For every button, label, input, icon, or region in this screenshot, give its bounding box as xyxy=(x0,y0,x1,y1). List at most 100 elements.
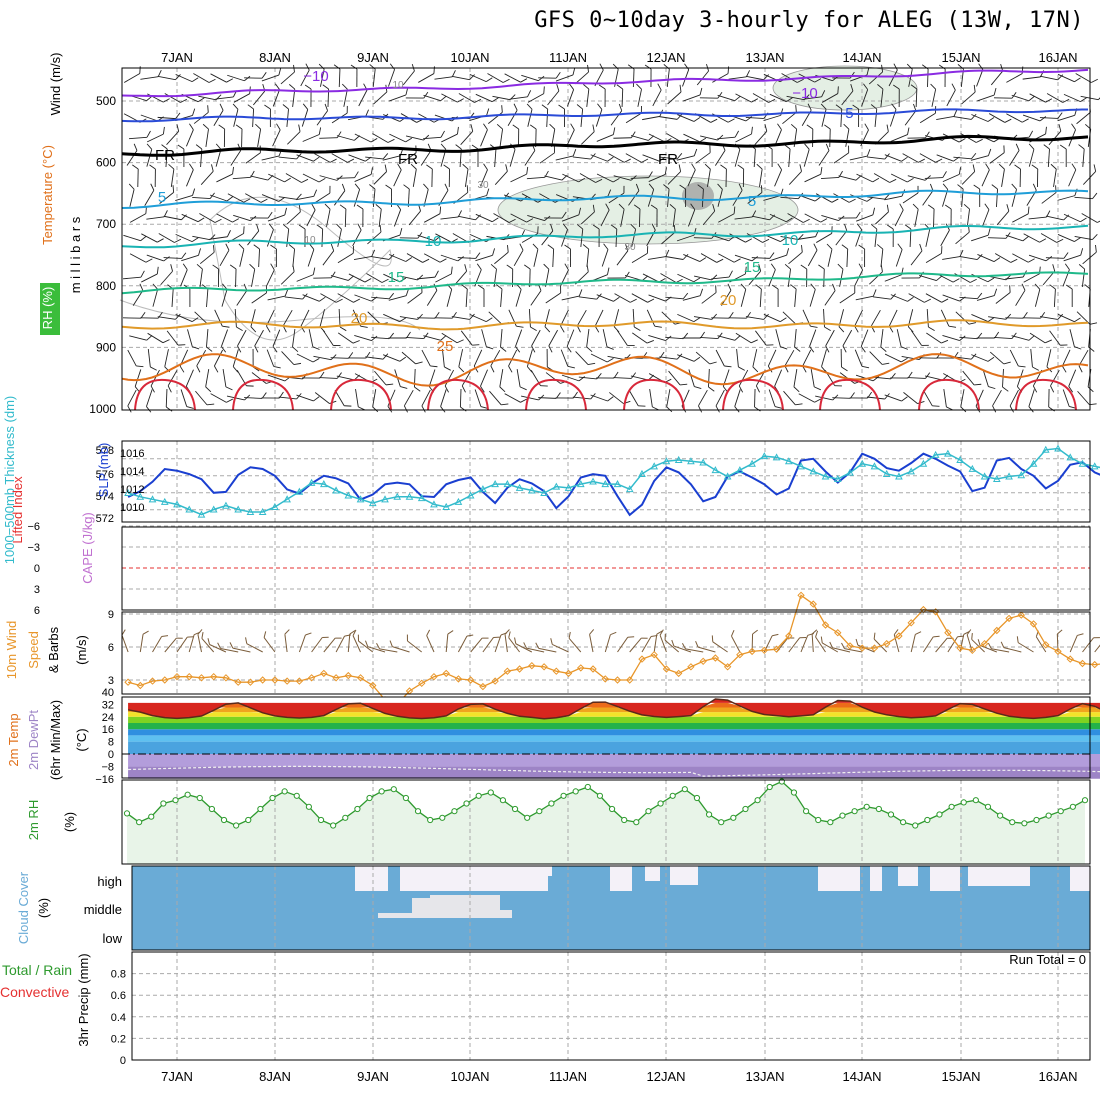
wind10m-barb-flag xyxy=(1016,636,1019,643)
wind-barb-shaft xyxy=(717,189,723,207)
wind-barb-shaft xyxy=(1028,216,1047,220)
wind-barb-flag xyxy=(973,84,976,93)
temp-band xyxy=(128,735,1100,742)
wind-barb-shaft xyxy=(192,196,211,200)
wind-barb xyxy=(129,335,153,341)
rh2m-point xyxy=(693,794,701,802)
wind-barb-flag xyxy=(313,156,320,162)
wind-barb xyxy=(648,249,670,260)
rh2m-point xyxy=(439,814,446,821)
wind-barb-flag xyxy=(842,345,847,353)
wind-barb xyxy=(403,389,414,413)
wind-barb-shaft xyxy=(492,95,511,101)
wind-barb xyxy=(457,214,481,221)
wind-barb-shaft xyxy=(677,313,695,323)
wind-barb-flag xyxy=(768,98,776,103)
wind10m-barb-flag xyxy=(335,637,342,639)
wind-barb-flag xyxy=(610,224,618,230)
rh2m-point xyxy=(317,816,325,824)
wind-barb xyxy=(826,243,833,267)
wind-barb-shaft xyxy=(880,89,884,107)
wind-barb-flag xyxy=(724,365,732,368)
wind10m-tick: 6 xyxy=(108,642,114,654)
wind-barb-flag xyxy=(382,153,389,160)
wind-barb-shaft xyxy=(1074,236,1093,240)
wind-barb-flag xyxy=(607,189,612,197)
thickness-point xyxy=(907,467,916,475)
wind-barb xyxy=(971,228,991,242)
wind-barb xyxy=(541,104,549,128)
wind-barb xyxy=(837,263,844,287)
wind-barb-shaft xyxy=(516,369,521,387)
wind-barb xyxy=(1009,349,1026,368)
wind-barb-shaft xyxy=(911,330,922,346)
wind10m-barb-flag xyxy=(161,635,169,637)
wind-barb-shaft xyxy=(296,353,314,363)
wind-barb xyxy=(388,63,395,87)
wind-barb-shaft xyxy=(475,213,493,223)
wind-barb-flag xyxy=(457,126,459,135)
wind-barb-shaft xyxy=(665,256,684,260)
wind-barb-flag xyxy=(1014,164,1021,170)
wind-barb xyxy=(590,154,614,162)
wind-barb-shaft xyxy=(904,110,917,126)
wind-barb-shaft xyxy=(824,290,836,306)
wind-barb-flag xyxy=(1028,335,1035,341)
wind-barb-shaft xyxy=(166,330,179,346)
wind-barb-flag xyxy=(312,358,320,363)
wind-barb-shaft xyxy=(382,354,401,362)
wind-barb xyxy=(372,389,379,413)
axis-label-cape: CAPE (J/kg) xyxy=(80,512,95,584)
wind-barb-shaft xyxy=(319,69,325,87)
wind-barb-shaft xyxy=(286,211,301,225)
wind-barb-flag xyxy=(457,256,464,262)
wind-barb-shaft xyxy=(1023,233,1040,243)
wind-barb-flag xyxy=(755,385,760,393)
wind-barb-flag xyxy=(354,171,359,178)
wind-barb-shaft xyxy=(307,249,315,267)
wind-speed-point xyxy=(870,644,879,652)
temp-contour-5 xyxy=(121,189,1089,209)
wind-barb xyxy=(981,163,990,187)
wind-barb-shaft xyxy=(735,332,752,344)
wind-barb xyxy=(389,133,413,143)
wind-speed-point xyxy=(258,676,267,684)
wind-speed-point xyxy=(136,681,144,690)
temp-contour-15 xyxy=(121,271,1089,295)
wind-barb xyxy=(955,311,977,325)
wind-barb-flag xyxy=(587,362,596,365)
wind-barb xyxy=(835,104,843,128)
rh2m-point xyxy=(984,803,992,810)
wind-barb-flag xyxy=(162,126,165,135)
wind-barb-shaft xyxy=(717,136,736,140)
wind-barb-flag xyxy=(175,112,181,119)
wind10m-barb-flag xyxy=(752,629,758,635)
wind-barb-shaft xyxy=(849,155,868,161)
wind-barb-shaft xyxy=(839,292,856,304)
wind-barb-shaft xyxy=(500,288,503,308)
wind-barb xyxy=(683,133,707,143)
wind-barb-flag xyxy=(298,204,301,213)
wind-barb xyxy=(926,308,935,331)
thickness-point xyxy=(479,485,487,493)
wind-barb-flag xyxy=(612,127,616,135)
wind-barb-shaft xyxy=(961,171,975,185)
wind-barb-flag xyxy=(586,264,589,272)
wind-barb-shaft xyxy=(875,211,889,225)
wind-barb-flag xyxy=(356,204,364,210)
wind-barb-flag xyxy=(711,313,718,320)
wind-barb-flag xyxy=(440,95,447,102)
wind10m-barb-shaft xyxy=(800,635,809,653)
wind10m-barb xyxy=(298,632,312,653)
wind-barb-flag xyxy=(524,264,531,270)
wind-barb-flag xyxy=(568,83,574,90)
wind-barb-flag xyxy=(352,246,354,254)
wind-barb xyxy=(1057,234,1081,242)
wind-barb xyxy=(481,329,494,350)
wind-barb-shaft xyxy=(216,213,233,223)
wind-barb-flag xyxy=(150,366,157,371)
wind-barb xyxy=(249,263,256,287)
wind-barb-shaft xyxy=(735,133,752,143)
wind-barb-shaft xyxy=(205,129,209,147)
rh2m-point xyxy=(1045,812,1052,819)
